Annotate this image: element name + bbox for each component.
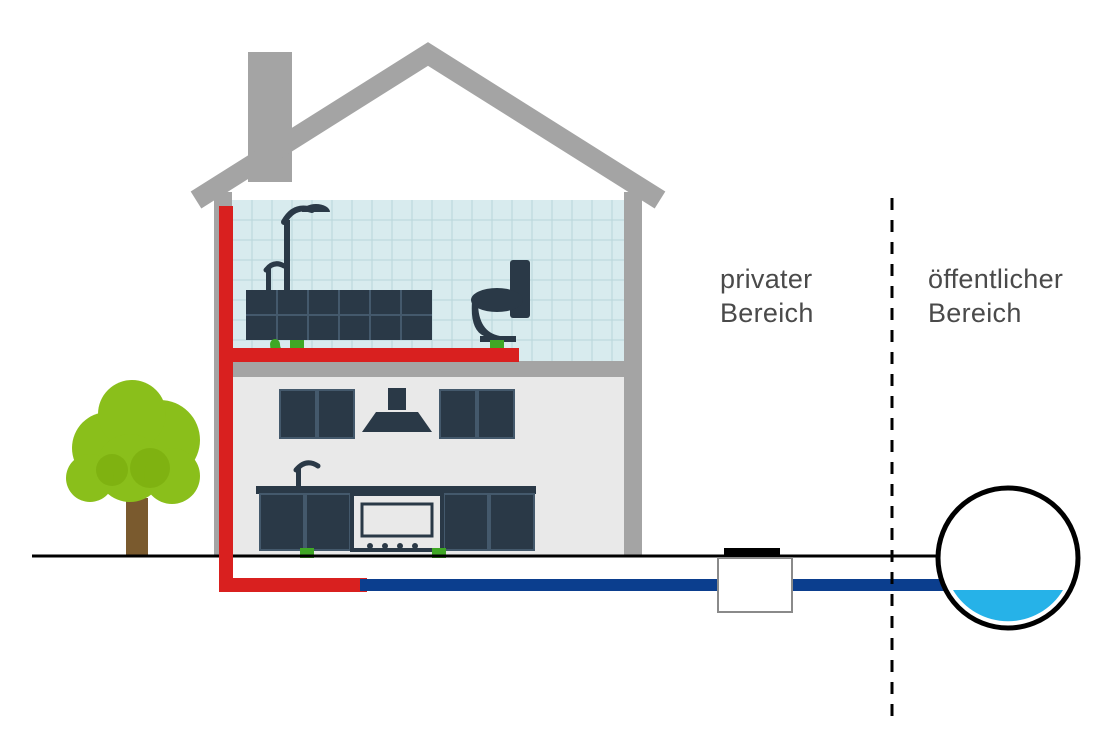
label-public: öffentlicher Bereich (928, 263, 1063, 331)
label-public-line1: öffentlicher (928, 264, 1063, 294)
stove-icon (352, 494, 442, 550)
label-public-line2: Bereich (928, 298, 1022, 328)
sewer-main-icon (938, 488, 1078, 628)
house-diagram-svg (0, 0, 1112, 746)
bathroom (232, 200, 624, 361)
label-private: privater Bereich (720, 263, 814, 331)
tree-icon (66, 380, 200, 556)
blue-pipe-right (792, 579, 946, 591)
red-pipe-floor2 (219, 348, 519, 362)
label-private-line2: Bereich (720, 298, 814, 328)
kitchen (232, 377, 624, 558)
inspection-chamber-icon (718, 548, 792, 612)
red-pipe-vertical (219, 206, 233, 588)
diagram-root: privater Bereich öffentlicher Bereich (0, 0, 1112, 746)
blue-pipe-left (360, 579, 718, 591)
label-private-line1: privater (720, 264, 812, 294)
red-pipe-ground (219, 578, 367, 592)
